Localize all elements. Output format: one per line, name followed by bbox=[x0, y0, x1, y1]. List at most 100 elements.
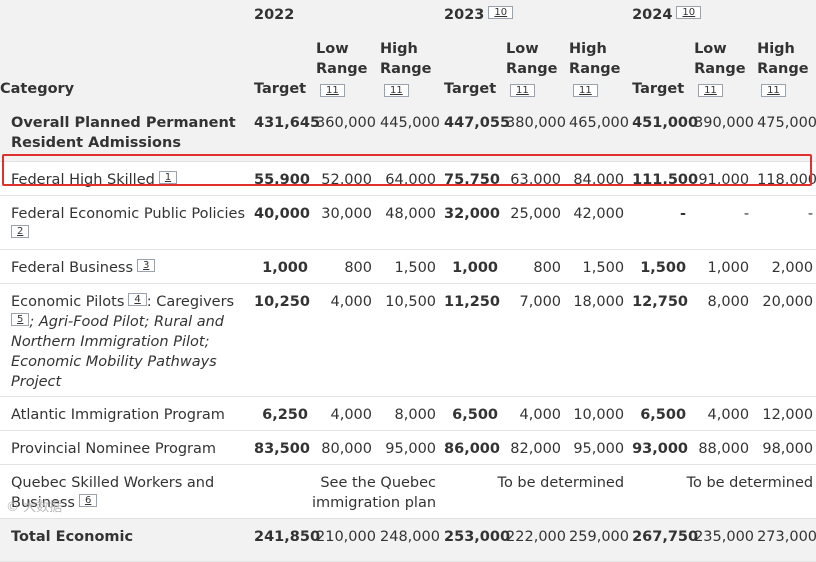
year-2022-header: 2022 bbox=[250, 0, 441, 35]
footnote-link[interactable]: 3 bbox=[137, 259, 156, 272]
table-cell: 445,000 bbox=[376, 105, 441, 162]
table-cell: 1,500 bbox=[565, 249, 629, 284]
table-row: Overall Planned Permanent Resident Admiss… bbox=[0, 105, 816, 162]
table-cell: 6,500 bbox=[628, 396, 691, 431]
table-cell: 6,250 bbox=[250, 396, 312, 431]
table-cell: 2,000 bbox=[753, 249, 816, 284]
low-range-header-2022: Low Range 11 bbox=[312, 35, 376, 105]
table-cell: 1,500 bbox=[628, 249, 691, 284]
table-cell: 12,750 bbox=[628, 283, 691, 397]
row-label: Economic Pilots 4: Caregivers 5; Agri-Food… bbox=[0, 283, 250, 397]
column-header-row: Category Target Low Range 11 High Range 11 T… bbox=[0, 35, 816, 105]
table-row: Provincial Nominee Program 83,500 80,000… bbox=[0, 430, 816, 465]
footnote-link[interactable]: 2 bbox=[11, 225, 30, 238]
footnote-link[interactable]: 1 bbox=[158, 171, 178, 184]
table-cell: 800 bbox=[312, 249, 376, 284]
table-cell: 95,000 bbox=[565, 430, 629, 465]
table-row: Federal Business 3 1,000 800 1,500 1,000 … bbox=[0, 249, 816, 284]
table-row: Total Economic 241,850 210,000 248,000 2… bbox=[0, 518, 816, 562]
table-row: Atlantic Immigration Program 6,250 4,000… bbox=[0, 396, 816, 431]
table-cell: 273,000 bbox=[753, 518, 816, 562]
row-label: Overall Planned Permanent Resident Admiss… bbox=[0, 105, 250, 162]
table-cell: 360,000 bbox=[312, 105, 376, 162]
table-cell: 431,645 bbox=[250, 105, 320, 162]
table-cell: 235,000 bbox=[690, 518, 754, 562]
table-cell: 12,000 bbox=[753, 396, 816, 431]
table-cell: 241,850 bbox=[250, 518, 320, 562]
table-cell: 83,500 bbox=[250, 430, 312, 465]
high-range-header-2022: High Range 11 bbox=[376, 35, 441, 105]
table-cell: 25,000 bbox=[502, 195, 566, 250]
table-cell: 20,000 bbox=[753, 283, 816, 397]
footnote-link[interactable]: 11 bbox=[698, 84, 723, 97]
table-cell: 800 bbox=[502, 249, 566, 284]
table-cell: 80,000 bbox=[312, 430, 376, 465]
table-cell: 267,750 bbox=[628, 518, 698, 562]
table-cell: 4,000 bbox=[690, 396, 754, 431]
table-cell: 1,000 bbox=[250, 249, 312, 284]
table-row: Economic Pilots 4: Caregivers 5; Agri-Food… bbox=[0, 283, 816, 397]
table-cell: 32,000 bbox=[440, 195, 503, 250]
table-cell: 10,500 bbox=[376, 283, 441, 397]
footnote-link[interactable]: 10 bbox=[676, 6, 702, 19]
table-cell: 1,500 bbox=[376, 249, 441, 284]
table-cell: 10,250 bbox=[250, 283, 312, 397]
table-cell: 98,000 bbox=[753, 430, 816, 465]
table-cell: 447,055 bbox=[440, 105, 510, 162]
table-cell: 380,000 bbox=[502, 105, 566, 162]
footnote-link[interactable]: 11 bbox=[510, 84, 535, 97]
row-label: Federal Economic Public Policies 2 bbox=[0, 195, 250, 250]
category-header: Category bbox=[0, 35, 250, 105]
table-cell: 465,000 bbox=[565, 105, 629, 162]
table-cell: 82,000 bbox=[502, 430, 566, 465]
row-label: Quebec Skilled Workers and Business 6 bbox=[0, 464, 250, 519]
target-header-2023: Target bbox=[440, 35, 503, 105]
high-range-header-2024: High Range 11 bbox=[753, 35, 816, 105]
row-label: Total Economic bbox=[0, 518, 250, 562]
high-range-header-2023: High Range 11 bbox=[565, 35, 629, 105]
table-cell: 11,250 bbox=[440, 283, 503, 397]
target-header-2024: Target bbox=[628, 35, 691, 105]
table-cell: 222,000 bbox=[502, 518, 566, 562]
watermark: © 大数据 bbox=[6, 500, 63, 515]
table-cell: 4,000 bbox=[312, 396, 376, 431]
footnote-link[interactable]: 4 bbox=[128, 293, 147, 306]
footnote-link[interactable]: 11 bbox=[573, 84, 598, 97]
target-header-2022: Target bbox=[250, 35, 312, 105]
table-cell: 475,000 bbox=[753, 105, 816, 162]
year-2023-header: 2023 10 bbox=[440, 0, 629, 35]
table-cell: 1,000 bbox=[440, 249, 503, 284]
table-cell: - bbox=[628, 195, 691, 250]
table-cell: 18,000 bbox=[565, 283, 629, 397]
table-cell: 4,000 bbox=[312, 283, 376, 397]
table-row: Federal Economic Public Policies 2 40,000… bbox=[0, 195, 816, 250]
table-row: Quebec Skilled Workers and Business 6 See … bbox=[0, 464, 816, 519]
low-range-header-2023: Low Range 11 bbox=[502, 35, 566, 105]
footnote-link[interactable]: 11 bbox=[384, 84, 409, 97]
table-cell: 210,000 bbox=[312, 518, 376, 562]
table-cell: 7,000 bbox=[502, 283, 566, 397]
table-cell: 93,000 bbox=[628, 430, 691, 465]
table-cell: 259,000 bbox=[565, 518, 629, 562]
table-cell: 390,000 bbox=[690, 105, 754, 162]
footnote-link[interactable]: 6 bbox=[78, 494, 98, 507]
footnote-link[interactable]: 5 bbox=[11, 313, 30, 326]
table-cell: 40,000 bbox=[250, 195, 312, 250]
table-cell: 8,000 bbox=[690, 283, 754, 397]
table-cell: 6,500 bbox=[440, 396, 503, 431]
highlight-box bbox=[2, 154, 812, 186]
table-cell: 253,000 bbox=[440, 518, 510, 562]
footnote-link[interactable]: 11 bbox=[761, 84, 786, 97]
footnote-link[interactable]: 10 bbox=[488, 6, 514, 19]
blank-header-cell bbox=[0, 0, 250, 35]
row-label: Federal Business 3 bbox=[0, 249, 250, 284]
table-cell: To be determined bbox=[628, 464, 816, 519]
table-cell: 48,000 bbox=[376, 195, 441, 250]
table-cell: 248,000 bbox=[376, 518, 441, 562]
table-cell: 95,000 bbox=[376, 430, 441, 465]
table-cell: 4,000 bbox=[502, 396, 566, 431]
year-2024-header: 2024 10 bbox=[628, 0, 816, 35]
table-cell: 8,000 bbox=[376, 396, 441, 431]
footnote-link[interactable]: 11 bbox=[320, 84, 345, 97]
